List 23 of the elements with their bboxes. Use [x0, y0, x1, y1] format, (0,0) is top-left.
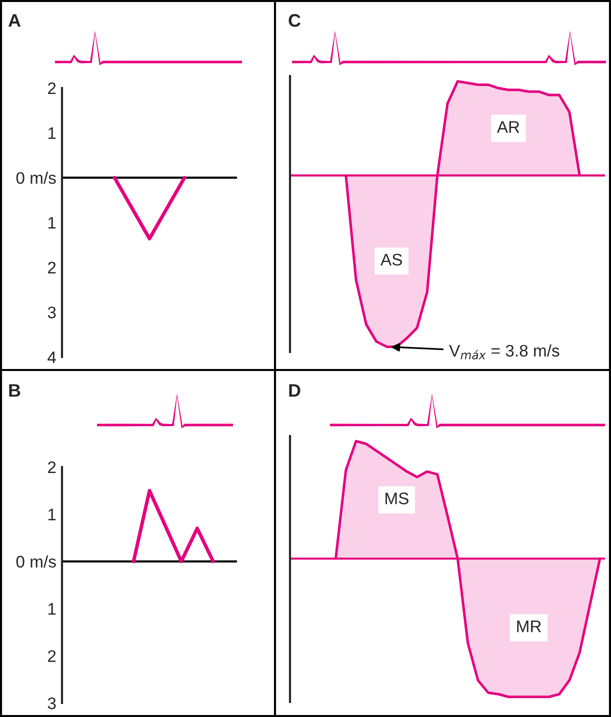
y-tick-label: 4	[48, 352, 56, 364]
y-tick-label: 0 m/s	[16, 555, 56, 568]
y-tick-label: 1	[48, 603, 56, 615]
y-tick-label: 1	[48, 217, 56, 229]
y-tick-label: 2	[48, 461, 56, 474]
chart-title: A	[8, 14, 21, 27]
line-series	[132, 488, 215, 564]
y-tick-label: 3	[48, 306, 56, 318]
y-tick-label: 2	[48, 650, 56, 662]
series-label: AS	[380, 254, 402, 266]
chart-title: C	[288, 14, 301, 27]
y-tick-label: 2	[48, 262, 56, 274]
chart-title: B	[9, 384, 20, 397]
y-tick-label: 3	[48, 697, 56, 710]
annotation: V$_{máx}$ = 3.8 m/s	[449, 344, 560, 360]
y-tick-label: 0 m/s	[16, 172, 56, 184]
y-tick-label: 1	[48, 508, 56, 520]
y-tick-label: 1	[48, 127, 56, 139]
series-label: AR	[496, 121, 520, 133]
series-label: MS	[386, 492, 408, 504]
chart-title: D	[289, 384, 300, 397]
series-label: MR	[517, 620, 541, 632]
y-tick-label: 2	[48, 82, 56, 94]
